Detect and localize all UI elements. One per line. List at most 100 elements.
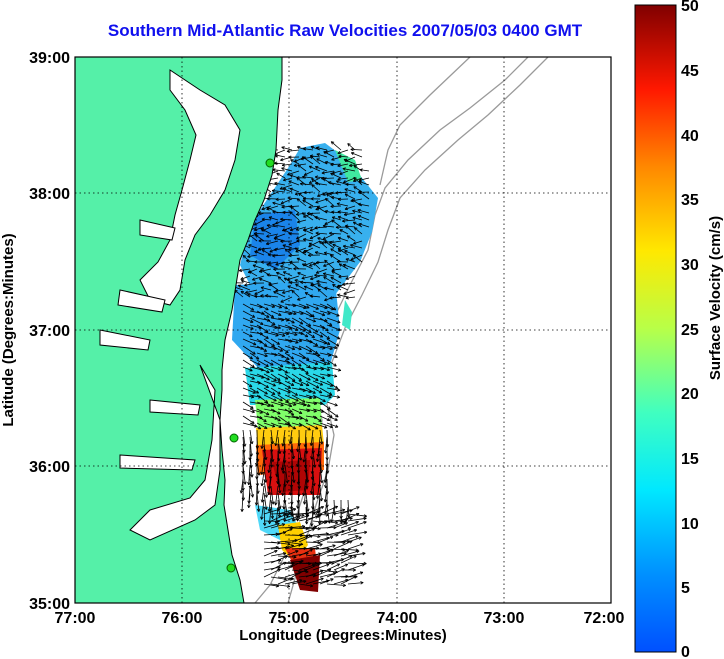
velocity-vector-head [342,167,346,169]
velocity-vector-head [337,179,341,181]
velocity-vector [291,373,302,381]
velocity-vector [289,282,300,284]
velocity-vector [319,366,330,371]
velocity-vector-head [352,210,355,213]
velocity-vector-head [260,287,264,290]
velocity-vector [270,485,274,505]
velocity-vector-head [252,420,255,424]
velocity-vector [284,359,296,367]
velocity-vector [263,568,281,578]
velocity-vector-head [254,261,258,264]
velocity-vector-head [266,274,270,277]
velocity-vector [284,415,300,419]
velocity-vector-head [258,472,261,476]
velocity-vector-head [331,219,334,223]
velocity-vector [340,513,360,522]
velocity-vector-head [322,192,326,196]
velocity-vector [331,219,342,228]
velocity-vector-head [313,390,316,394]
velocity-vector [277,401,293,407]
velocity-vector-head [353,165,356,169]
velocity-vector [270,345,283,352]
velocity-vector-head [251,326,254,330]
y-tick-label: 35:00 [29,596,70,613]
velocity-vector-head [334,522,338,525]
velocity-vector-head [280,467,283,471]
grid [75,57,611,603]
velocity-vector-head [274,161,278,164]
velocity-vector [266,240,279,245]
velocity-vector-head [344,224,349,227]
velocity-vector [340,548,359,551]
velocity-vector [270,555,288,564]
velocity-vector-head [260,261,264,264]
velocity-vector [312,324,326,329]
velocity-vector-head [280,217,284,220]
x-tick-label: 77:00 [55,610,96,627]
velocity-vector [297,219,307,223]
velocity-vector [326,359,337,367]
velocity-vector-head [261,445,264,449]
velocity-vector [260,287,272,291]
velocity-vector [324,259,335,270]
velocity-vector [254,289,265,295]
velocity-vector-head [336,397,340,399]
velocity-vector-head [330,248,333,252]
velocity-vector-head [337,313,340,317]
velocity-vector-head [351,199,354,203]
velocity-vector-head [336,261,340,264]
velocity-vector [324,287,335,291]
velocity-vector-head [296,240,300,243]
velocity-vector [316,147,328,151]
velocity-vector [263,506,266,526]
velocity-vector [249,366,264,371]
velocity-vector [284,394,299,402]
velocity-vector-head [345,296,349,299]
velocity-vector-head [315,209,319,211]
velocity-vector [312,533,329,536]
velocity-vector-head [283,514,287,518]
velocity-vector [315,198,328,203]
velocity-vector-head [325,520,328,524]
velocity-vector [291,527,309,530]
velocity-vector [338,275,349,278]
velocity-vector-head [274,416,278,419]
velocity-vector [277,471,281,488]
velocity-vector [321,170,335,174]
velocity-vector-head [302,198,306,201]
velocity-vector-head [330,172,333,176]
velocity-vector [256,338,268,347]
velocity-vector-head [308,397,312,400]
velocity-vector-head [306,410,310,413]
velocity-vector-head [324,251,328,253]
velocity-vector [298,324,312,333]
velocity-vector [291,422,302,427]
velocity-vector [298,583,313,587]
velocity-vector [312,394,326,402]
velocity-vector-head [297,164,302,166]
velocity-vector-head [258,240,262,243]
velocity-vector [310,155,321,165]
velocity-vector-head [337,370,341,372]
velocity-vector-head [261,499,265,503]
velocity-vector [329,191,342,195]
velocity-vector [319,464,323,484]
velocity-vector-head [349,163,353,167]
velocity-vector [303,229,314,235]
velocity-vector [305,317,316,322]
velocity-vector-head [288,406,292,408]
velocity-vector [261,499,265,520]
velocity-vector-head [253,231,258,234]
velocity-vector-head [311,178,314,182]
velocity-vector-head [278,377,281,381]
radar-station-marker [265,158,275,168]
velocity-vector-head [310,549,313,552]
velocity-vector [272,254,286,257]
velocity-vector [284,303,296,307]
velocity-vector-head [295,249,298,253]
velocity-vector [312,380,323,386]
velocity-vector-head [327,470,330,474]
velocity-vector [242,394,254,398]
velocity-vector-head [338,155,342,159]
velocity-vector [277,276,286,284]
